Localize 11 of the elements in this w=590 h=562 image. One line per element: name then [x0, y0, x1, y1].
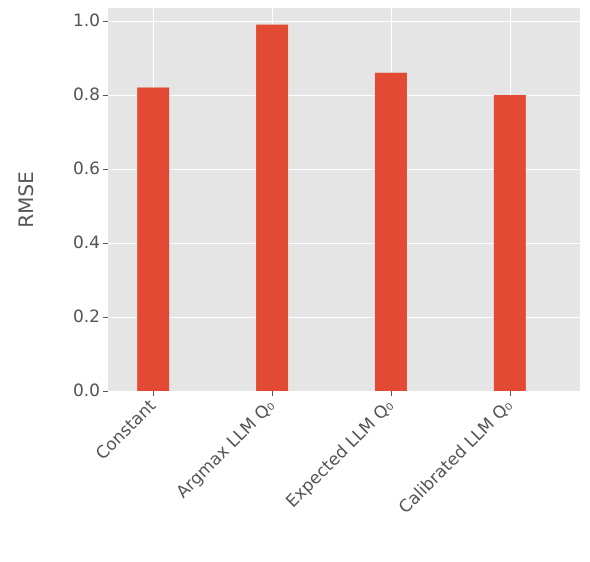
bar	[137, 88, 170, 391]
y-tick-label: 0.2	[72, 306, 100, 327]
y-tick-label: 0.0	[72, 381, 100, 401]
bar	[256, 24, 288, 391]
y-tick-label: 0.4	[72, 232, 100, 253]
y-axis-title: RMSE	[14, 171, 38, 228]
y-tick-label: 0.8	[72, 84, 100, 105]
y-tick-label: 0.6	[72, 158, 100, 179]
bar	[494, 94, 526, 391]
y-tick-label: 1.0	[72, 10, 100, 31]
bar	[374, 72, 407, 391]
